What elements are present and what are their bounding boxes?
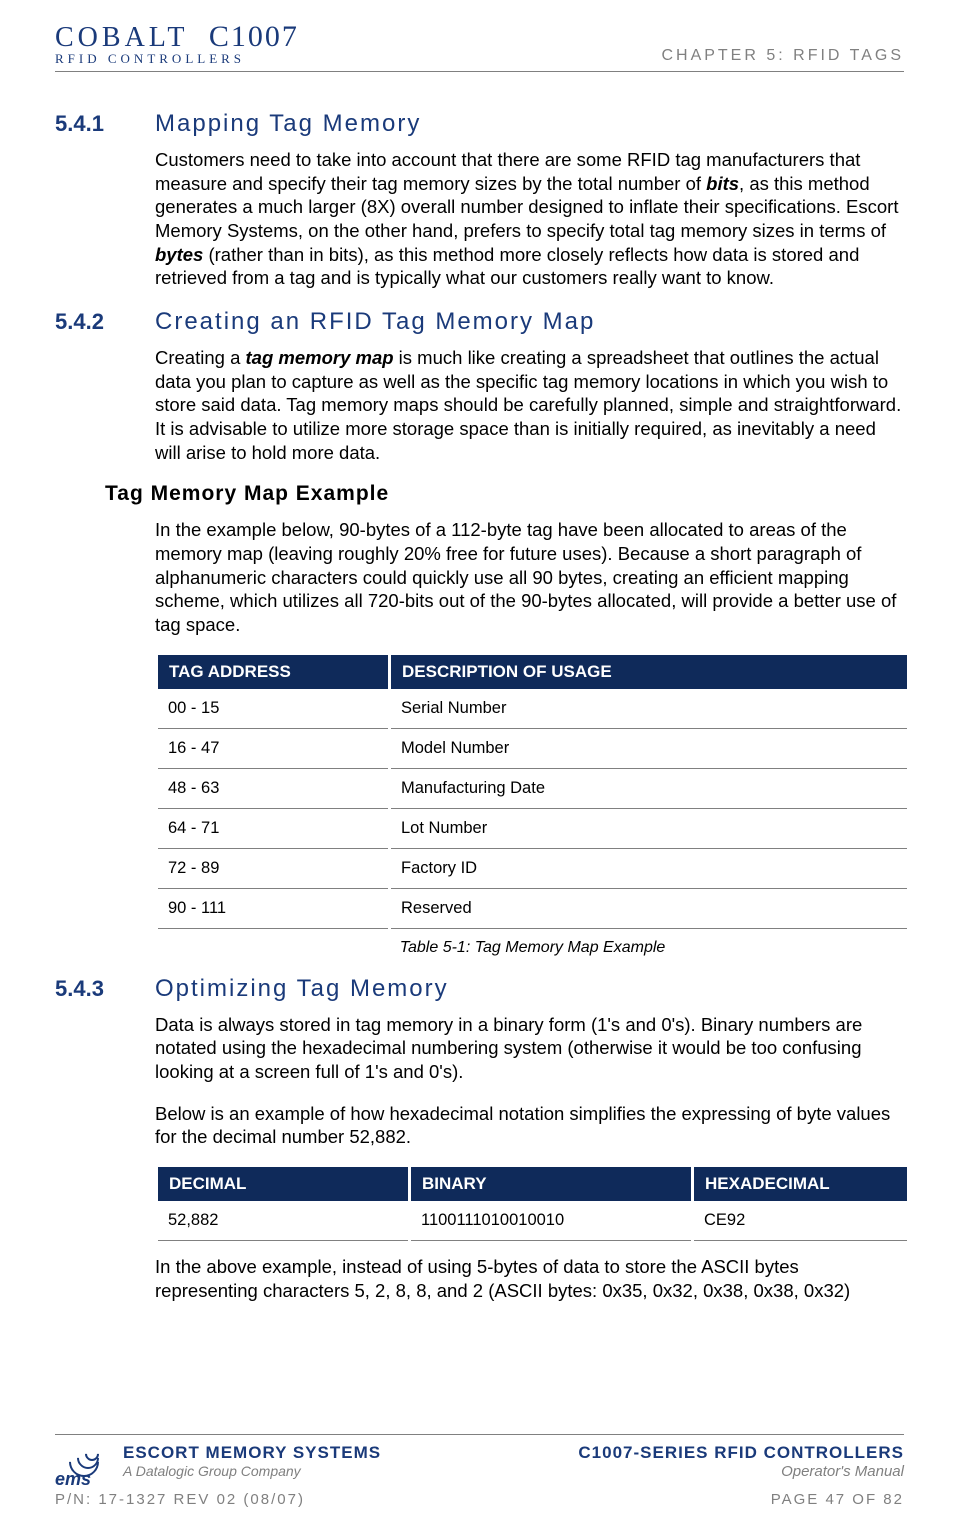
table-row: 64 - 71Lot Number <box>158 809 907 849</box>
paragraph-541: Customers need to take into account that… <box>155 148 904 290</box>
cell-hex: CE92 <box>694 1201 907 1241</box>
cell-desc: Model Number <box>391 729 907 769</box>
section-title: Optimizing Tag Memory <box>155 975 449 1003</box>
section-heading-543: 5.4.3 Optimizing Tag Memory <box>55 975 904 1003</box>
table-row: 16 - 47Model Number <box>158 729 907 769</box>
section-title: Mapping Tag Memory <box>155 110 421 138</box>
sub-heading-example: Tag Memory Map Example <box>105 482 904 506</box>
cell-address: 72 - 89 <box>158 849 388 889</box>
cell-desc: Lot Number <box>391 809 907 849</box>
footer-bottom: P/N: 17-1327 REV 02 (08/07) PAGE 47 OF 8… <box>55 1491 904 1508</box>
cell-desc: Manufacturing Date <box>391 769 907 809</box>
footer-right: C1007-SERIES RFID CONTROLLERS Operator's… <box>578 1443 904 1480</box>
logo-subtitle: RFID CONTROLLERS <box>55 52 299 65</box>
section-number: 5.4.3 <box>55 976 155 1002</box>
table-caption-1: Table 5-1: Tag Memory Map Example <box>155 939 910 957</box>
section-heading-541: 5.4.1 Mapping Tag Memory <box>55 110 904 138</box>
paragraph-543-1: Data is always stored in tag memory in a… <box>155 1013 904 1084</box>
col-header-binary: BINARY <box>411 1167 691 1201</box>
col-header-hex: HEXADECIMAL <box>694 1167 907 1201</box>
section-number: 5.4.2 <box>55 309 155 335</box>
footer-left: ems ESCORT MEMORY SYSTEMS A Datalogic Gr… <box>55 1443 381 1483</box>
term-tag-memory-map: tag memory map <box>246 347 394 368</box>
cell-binary: 1100111010010010 <box>411 1201 691 1241</box>
table-hex-example: DECIMAL BINARY HEXADECIMAL 52,882 110011… <box>155 1167 910 1241</box>
logo-block: COBALT C1007 RFID CONTROLLERS <box>55 22 299 65</box>
footer-brand-left: ESCORT MEMORY SYSTEMS <box>123 1443 381 1463</box>
footer-left-text: ESCORT MEMORY SYSTEMS A Datalogic Group … <box>123 1443 381 1479</box>
cell-address: 48 - 63 <box>158 769 388 809</box>
section-title: Creating an RFID Tag Memory Map <box>155 308 595 336</box>
cell-desc: Factory ID <box>391 849 907 889</box>
ems-wave-icon: ems <box>55 1443 113 1483</box>
document-page: COBALT C1007 RFID CONTROLLERS CHAPTER 5:… <box>0 0 959 1530</box>
table-row: 72 - 89Factory ID <box>158 849 907 889</box>
cell-decimal: 52,882 <box>158 1201 408 1241</box>
paragraph-542-example: In the example below, 90-bytes of a 112-… <box>155 518 904 636</box>
text-fragment: Creating a <box>155 347 246 368</box>
term-bits: bits <box>706 173 739 194</box>
page-footer: ems ESCORT MEMORY SYSTEMS A Datalogic Gr… <box>55 1434 904 1508</box>
page-content: 5.4.1 Mapping Tag Memory Customers need … <box>55 72 904 1302</box>
cell-address: 16 - 47 <box>158 729 388 769</box>
col-header-description: DESCRIPTION OF USAGE <box>391 655 907 689</box>
table-header-row: TAG ADDRESS DESCRIPTION OF USAGE <box>158 655 907 689</box>
term-bytes: bytes <box>155 244 203 265</box>
cell-address: 64 - 71 <box>158 809 388 849</box>
paragraph-542: Creating a tag memory map is much like c… <box>155 346 904 464</box>
table-row: 52,882 1100111010010010 CE92 <box>158 1201 907 1241</box>
footer-brand-right: C1007-SERIES RFID CONTROLLERS <box>578 1443 904 1463</box>
cell-address: 00 - 15 <box>158 689 388 729</box>
cell-desc: Reserved <box>391 889 907 929</box>
table-row: 90 - 111Reserved <box>158 889 907 929</box>
col-header-decimal: DECIMAL <box>158 1167 408 1201</box>
logo-line1: COBALT C1007 <box>55 22 299 52</box>
text-fragment: (rather than in bits), as this method mo… <box>155 244 859 289</box>
table-memory-map: TAG ADDRESS DESCRIPTION OF USAGE 00 - 15… <box>155 655 910 929</box>
section-number: 5.4.1 <box>55 111 155 137</box>
col-header-address: TAG ADDRESS <box>158 655 388 689</box>
section-heading-542: 5.4.2 Creating an RFID Tag Memory Map <box>55 308 904 336</box>
cell-desc: Serial Number <box>391 689 907 729</box>
footer-sub-left: A Datalogic Group Company <box>123 1463 381 1479</box>
table-header-row: DECIMAL BINARY HEXADECIMAL <box>158 1167 907 1201</box>
chapter-label: CHAPTER 5: RFID TAGS <box>661 47 904 65</box>
ems-text: ems <box>55 1469 91 1490</box>
footer-page-number: PAGE 47 OF 82 <box>771 1491 904 1508</box>
footer-pn: P/N: 17-1327 REV 02 (08/07) <box>55 1491 305 1508</box>
logo-c1007: C1007 <box>209 20 299 53</box>
cell-address: 90 - 111 <box>158 889 388 929</box>
table-row: 48 - 63Manufacturing Date <box>158 769 907 809</box>
logo-cobalt: COBALT <box>55 22 188 53</box>
paragraph-543-2: Below is an example of how hexadecimal n… <box>155 1102 904 1149</box>
page-header: COBALT C1007 RFID CONTROLLERS CHAPTER 5:… <box>55 0 904 72</box>
paragraph-543-3: In the above example, instead of using 5… <box>155 1255 904 1302</box>
footer-top: ems ESCORT MEMORY SYSTEMS A Datalogic Gr… <box>55 1434 904 1483</box>
footer-sub-right: Operator's Manual <box>578 1463 904 1480</box>
table-row: 00 - 15Serial Number <box>158 689 907 729</box>
